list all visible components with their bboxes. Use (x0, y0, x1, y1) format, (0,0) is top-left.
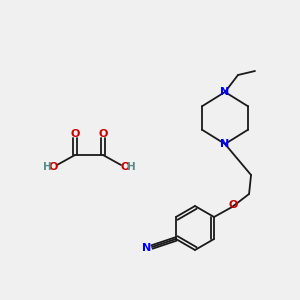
Text: H: H (43, 162, 51, 172)
Text: O: O (70, 129, 80, 139)
Text: N: N (220, 87, 230, 97)
Text: O: O (48, 162, 58, 172)
Text: O: O (120, 162, 130, 172)
Text: N: N (220, 139, 230, 149)
Text: O: O (228, 200, 238, 210)
Text: O: O (98, 129, 108, 139)
Text: N: N (142, 243, 152, 253)
Text: H: H (127, 162, 135, 172)
